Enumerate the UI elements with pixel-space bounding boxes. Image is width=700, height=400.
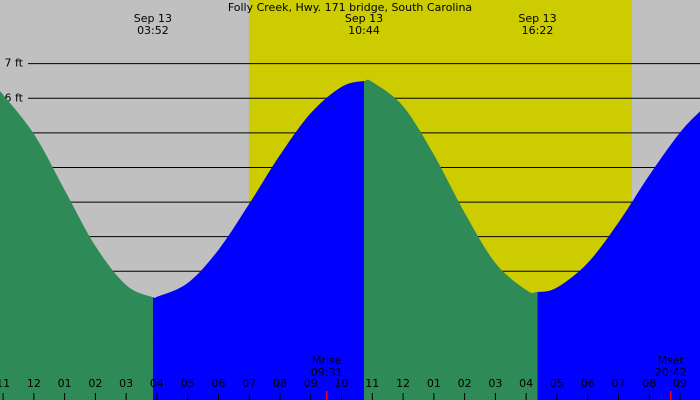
x-tick-label: 05 xyxy=(181,377,195,390)
x-tick-label: 02 xyxy=(458,377,472,390)
x-tick-label: 12 xyxy=(396,377,410,390)
x-tick-label: 10 xyxy=(335,377,349,390)
x-tick-label: 07 xyxy=(611,377,625,390)
x-tick-label: 08 xyxy=(642,377,656,390)
moon-time: 09:31 xyxy=(311,366,343,379)
event-time: 16:22 xyxy=(522,24,554,37)
falling-tide xyxy=(364,79,538,400)
x-tick-label: 03 xyxy=(488,377,502,390)
x-tick-label: 06 xyxy=(581,377,595,390)
falling-tide xyxy=(0,91,153,400)
x-tick-label: 02 xyxy=(88,377,102,390)
x-tick-label: 12 xyxy=(27,377,41,390)
x-tick-label: 09 xyxy=(673,377,687,390)
event-date: Sep 13 xyxy=(134,12,172,25)
x-tick-label: 07 xyxy=(242,377,256,390)
x-tick-label: 05 xyxy=(550,377,564,390)
x-tick-label: 03 xyxy=(119,377,133,390)
rising-tide xyxy=(537,111,700,400)
event-date: Sep 13 xyxy=(345,12,383,25)
event-time: 03:52 xyxy=(137,24,169,37)
x-tick-label: 06 xyxy=(211,377,225,390)
moon-time: 20:42 xyxy=(655,366,687,379)
moon-label: Mset xyxy=(658,354,685,367)
x-tick-label: 01 xyxy=(427,377,441,390)
event-time: 10:44 xyxy=(348,24,380,37)
x-tick-label: 11 xyxy=(0,377,10,390)
x-tick-label: 04 xyxy=(519,377,533,390)
moon-label: Mrise xyxy=(312,354,342,367)
x-tick-label: 11 xyxy=(365,377,379,390)
x-tick-label: 04 xyxy=(150,377,164,390)
event-date: Sep 13 xyxy=(518,12,556,25)
x-tick-label: 09 xyxy=(304,377,318,390)
rising-tide xyxy=(152,80,364,400)
y-tick-label: 6 ft xyxy=(5,91,24,104)
chart-title: Folly Creek, Hwy. 171 bridge, South Caro… xyxy=(228,1,472,14)
y-tick-label: 7 ft xyxy=(5,57,24,70)
x-tick-label: 01 xyxy=(58,377,72,390)
x-tick-label: 08 xyxy=(273,377,287,390)
